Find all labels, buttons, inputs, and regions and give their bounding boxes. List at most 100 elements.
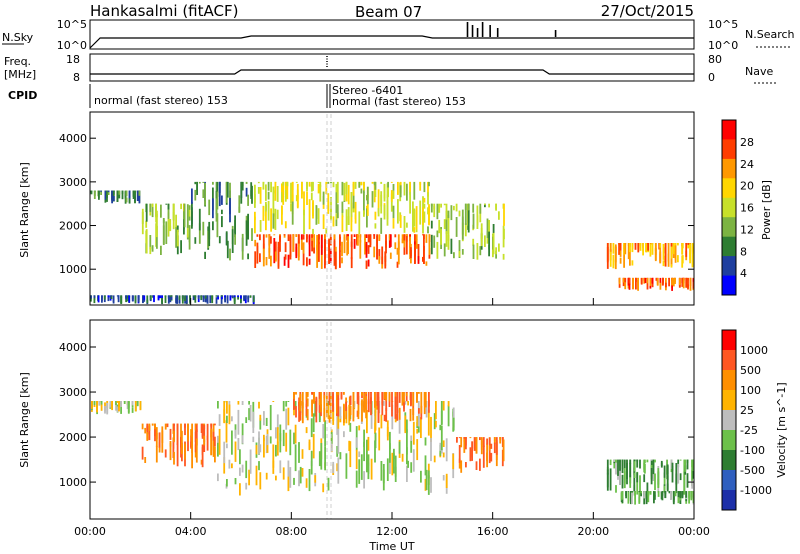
- velocity-cell: [258, 431, 260, 455]
- velocity-cell: [636, 459, 639, 468]
- velocity-cell: [91, 401, 93, 409]
- power-cell: [107, 295, 110, 302]
- velocity-cell: [181, 430, 183, 450]
- power-cell: [194, 295, 197, 303]
- power-cell: [224, 295, 226, 298]
- velocity-cell: [194, 431, 197, 453]
- power-cell: [413, 208, 416, 227]
- power-cell: [142, 295, 144, 304]
- velocity-cell: [289, 467, 292, 488]
- velocity-cell: [391, 404, 394, 430]
- power-cell: [313, 247, 315, 254]
- x-tick-label: 12:00: [376, 525, 408, 538]
- velocity-cell: [239, 449, 241, 465]
- power-cell: [281, 205, 283, 215]
- power-cell: [364, 234, 366, 240]
- power-cell: [125, 197, 128, 203]
- station-title: Hankasalmi (fitACF): [90, 2, 238, 20]
- power-cell: [198, 208, 201, 231]
- velocity-cell: [293, 477, 295, 485]
- power-cell: [343, 236, 346, 254]
- power-cell: [204, 182, 206, 206]
- power-cell: [383, 205, 386, 220]
- power-cell: [200, 295, 203, 300]
- power-cell: [637, 281, 639, 291]
- velocity-cell: [285, 401, 288, 407]
- power-cell: [111, 190, 113, 204]
- power-cell: [290, 182, 292, 204]
- power-cell: [681, 243, 684, 249]
- velocity-cell: [398, 392, 401, 403]
- velocity-cell: [403, 402, 405, 412]
- power-cell: [229, 182, 231, 202]
- power-cell: [240, 295, 242, 303]
- power-cell: [265, 257, 268, 266]
- x-tick-label: 04:00: [175, 525, 207, 538]
- velocity-cell: [406, 419, 408, 433]
- velocity-cell: [374, 392, 376, 408]
- power-cell: [295, 234, 298, 237]
- power-cell: [127, 295, 129, 299]
- velocity-cell: [223, 401, 226, 423]
- power-cell: [619, 243, 622, 251]
- velocity-cell: [424, 392, 427, 402]
- power-cell: [189, 295, 191, 298]
- power-cell: [453, 252, 455, 259]
- power-cell: [146, 295, 149, 304]
- power-cell: [302, 234, 305, 240]
- power-cell: [682, 277, 685, 289]
- velocity-cell: [391, 392, 393, 411]
- power-cell: [359, 234, 362, 243]
- velocity-cell: [389, 431, 391, 450]
- power-cell: [646, 277, 649, 290]
- velocity-cell: [308, 442, 311, 450]
- power-cell: [241, 181, 244, 191]
- cpid-segment-2: Stereo -6401: [332, 84, 403, 97]
- power-cell: [159, 295, 162, 299]
- power-cell: [436, 241, 439, 259]
- power-cell: [360, 188, 363, 194]
- power-cell: [365, 241, 368, 258]
- power-cell: [308, 203, 311, 230]
- velocity-cell: [385, 392, 388, 411]
- power-cell: [180, 240, 182, 254]
- velocity-cell: [109, 401, 112, 408]
- velocity-cell: [305, 403, 308, 416]
- velocity-cell: [343, 404, 345, 415]
- velocity-cell: [252, 411, 255, 433]
- power-cell: [671, 277, 673, 286]
- power-cell: [692, 278, 695, 283]
- power-cell: [479, 206, 482, 223]
- power-cell: [413, 227, 416, 233]
- velocity-cell: [440, 448, 443, 454]
- velocity-cell: [336, 446, 339, 457]
- power-cell: [396, 261, 399, 268]
- power-cell: [121, 190, 124, 194]
- velocity-cell: [670, 491, 672, 500]
- velocity-cell: [469, 447, 472, 462]
- power-cell: [458, 210, 461, 217]
- power-cell: [405, 234, 408, 237]
- velocity-cell: [358, 425, 361, 431]
- velocity-cell: [691, 479, 693, 489]
- velocity-cell: [146, 426, 149, 435]
- velocity-cell: [625, 491, 627, 499]
- power-cell: [609, 250, 612, 267]
- velocity-cell: [352, 392, 355, 397]
- power-cell: [662, 277, 664, 285]
- power-cell: [691, 243, 694, 245]
- power-cell: [334, 251, 337, 270]
- power-cell: [161, 295, 163, 303]
- velocity-cell: [439, 424, 442, 431]
- power-colorbar-tick: 16: [740, 202, 754, 215]
- velocity-cell: [386, 426, 389, 441]
- power-cell: [367, 234, 370, 243]
- y-tick-label: 4000: [59, 341, 87, 354]
- power-cell: [687, 243, 690, 245]
- power-cell: [336, 204, 339, 219]
- power-cell: [649, 243, 652, 244]
- velocity-cell: [670, 459, 673, 469]
- power-cell: [389, 234, 392, 247]
- power-cell: [273, 238, 276, 264]
- power-cell: [433, 235, 436, 248]
